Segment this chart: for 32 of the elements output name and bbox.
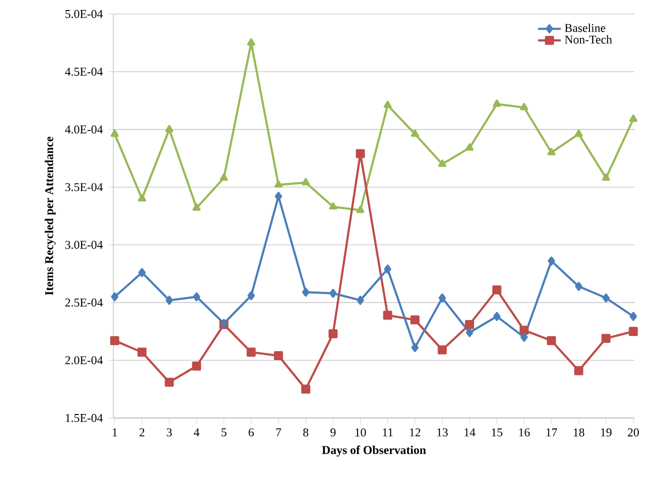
x-tick-label: 7 — [276, 428, 282, 436]
x-tick-label: 6 — [248, 428, 254, 436]
x-tick-label: 8 — [303, 428, 308, 436]
x-tick-label: 1 — [112, 428, 117, 436]
legend-label: Non-Tech — [564, 35, 612, 44]
y-tick-label: 4.5E-04 — [65, 68, 103, 76]
x-tick-label: 2 — [140, 428, 144, 436]
x-tick-label: 3 — [166, 428, 172, 436]
y-tick-label: 3.0E-04 — [65, 240, 103, 249]
y-axis-title: Items Recycled per Attendance — [44, 136, 56, 296]
x-tick-label: 10 — [355, 428, 366, 436]
y-tick-label: 3.5E-04 — [65, 183, 103, 192]
x-tick-label: 15 — [492, 428, 502, 436]
x-tick-label: 11 — [382, 428, 393, 436]
y-tick-label: 4.0E-04 — [65, 125, 103, 134]
x-tick-label: 14 — [464, 428, 476, 436]
y-tick-label: 2.5E-04 — [65, 298, 103, 307]
x-tick-label: 9 — [330, 428, 336, 436]
x-tick-label: 16 — [519, 428, 530, 436]
x-tick-label: 4 — [194, 428, 200, 436]
y-tick-label: 5.0E-04 — [65, 10, 103, 18]
x-tick-label: 18 — [574, 428, 584, 436]
x-tick-label: 12 — [410, 428, 420, 436]
y-tick-label: 1.5E-04 — [66, 414, 103, 422]
x-tick-label: 19 — [601, 428, 612, 436]
y-tick-label: 2.0E-04 — [65, 356, 103, 364]
x-tick-label: 17 — [546, 428, 558, 436]
x-tick-label: 13 — [437, 428, 448, 436]
x-axis-title: Days of Observation — [322, 446, 426, 457]
x-tick-label: 20 — [628, 428, 639, 436]
legend-label: Baseline — [564, 24, 606, 32]
x-tick-label: 5 — [222, 428, 226, 436]
